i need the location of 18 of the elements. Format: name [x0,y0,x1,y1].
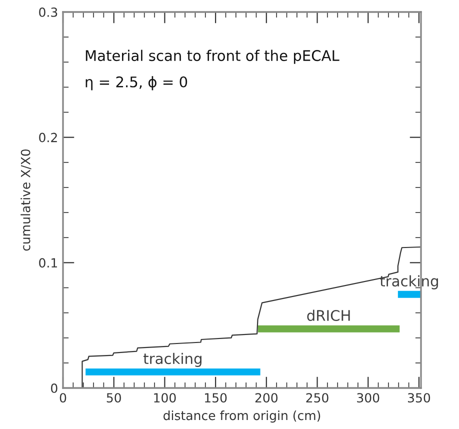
x-axis-title: distance from origin (cm) [164,410,320,423]
x-tick-label: 200 [255,393,278,403]
x-tick-label: 50 [106,393,121,403]
series-label: dRICH [307,310,350,322]
y-tick-label: 0.3 [39,7,58,17]
y-axis-title: cumulative X/X0 [20,149,32,251]
y-tick-label: 0.1 [39,258,57,268]
series-label: tracking [144,352,202,367]
x-tick-label: 300 [357,393,380,403]
x-tick-label: 150 [205,393,227,403]
x-tick-label: 100 [154,393,176,403]
annotation: Material scan to front of the pECAL [86,50,340,64]
x-tick-label: 250 [306,393,328,403]
y-tick-label: 0.2 [39,132,57,142]
x-tick-label: 0 [60,393,66,403]
x-tick-label: 350 [408,393,430,403]
y-tick-label: 0 [51,383,58,393]
annotation: η = 2.5, ϕ = 0 [86,76,188,90]
